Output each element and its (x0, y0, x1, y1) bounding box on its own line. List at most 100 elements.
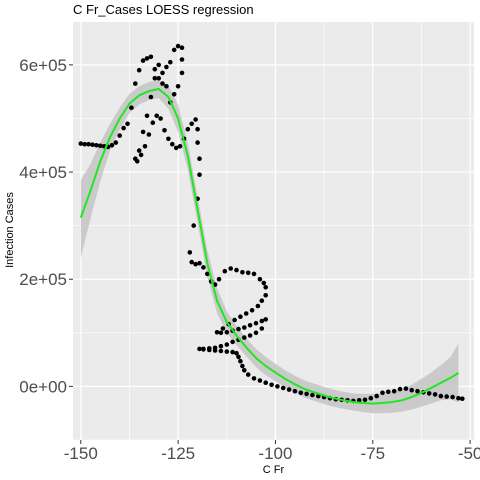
data-point (78, 141, 84, 146)
data-point (238, 314, 243, 320)
data-point (205, 271, 210, 277)
data-point (243, 311, 249, 316)
data-point (263, 293, 269, 298)
data-point (164, 64, 169, 70)
data-point (269, 382, 274, 388)
data-point (193, 261, 198, 267)
confidence-band (80, 79, 459, 414)
data-point (220, 326, 226, 331)
data-point (197, 260, 202, 266)
data-point (193, 117, 198, 122)
data-point (150, 120, 156, 125)
data-point (368, 395, 374, 401)
data-point (432, 392, 438, 397)
data-points (78, 43, 465, 404)
data-point (195, 126, 200, 132)
data-point (214, 330, 220, 335)
data-point (415, 388, 420, 394)
data-point (142, 144, 148, 149)
data-point (146, 132, 152, 137)
data-point (189, 121, 194, 127)
data-point (138, 152, 144, 158)
data-point (230, 349, 235, 355)
y-tick-label: 2e+05 (19, 270, 67, 289)
data-point (197, 346, 202, 352)
data-point (257, 276, 263, 282)
data-point (144, 56, 150, 61)
data-point (286, 387, 292, 392)
data-point (158, 116, 163, 121)
data-point (356, 398, 362, 403)
data-point (304, 391, 309, 397)
data-point (263, 380, 269, 386)
data-point (261, 280, 267, 286)
data-point (90, 142, 95, 147)
data-point (94, 143, 99, 148)
data-point (249, 308, 255, 313)
data-point (224, 342, 230, 347)
data-point (259, 326, 265, 331)
data-point (236, 326, 241, 332)
data-point (136, 148, 142, 153)
data-point (450, 394, 455, 400)
data-point (251, 271, 257, 277)
data-point (253, 330, 259, 336)
y-tick-label: 4e+05 (19, 163, 67, 182)
data-point (224, 349, 230, 354)
data-point (403, 386, 409, 391)
data-point (259, 298, 265, 304)
data-point (232, 317, 237, 323)
data-point (133, 81, 138, 86)
data-point (152, 76, 158, 81)
data-point (222, 268, 228, 274)
data-point (170, 141, 175, 147)
data-point (240, 363, 245, 369)
data-point (391, 388, 397, 394)
data-point (236, 354, 241, 360)
data-point (438, 393, 444, 399)
data-point (156, 62, 161, 68)
data-point (185, 126, 191, 132)
data-point (242, 325, 247, 330)
y-axis-title: Infection Cases (4, 192, 16, 268)
data-point (175, 43, 181, 49)
data-point (207, 347, 212, 353)
data-point (191, 223, 196, 228)
data-point (263, 285, 269, 290)
data-point (409, 387, 415, 393)
data-point (386, 389, 391, 395)
x-axis-title: C Fr (263, 464, 285, 476)
data-point (247, 323, 253, 328)
data-point (98, 143, 103, 149)
data-point (460, 396, 465, 402)
data-point (179, 70, 185, 76)
data-point (216, 276, 222, 282)
data-point (263, 317, 269, 322)
data-point (234, 267, 239, 273)
data-point (380, 390, 385, 396)
data-point (245, 270, 251, 276)
data-point (152, 66, 158, 72)
data-point (125, 121, 130, 127)
data-point (175, 84, 181, 89)
data-point (426, 391, 432, 396)
data-point (397, 386, 403, 392)
data-point (212, 348, 218, 353)
data-point (238, 358, 243, 364)
data-point (144, 113, 150, 119)
data-point (140, 129, 146, 135)
data-point (280, 385, 286, 391)
data-point (224, 330, 230, 335)
data-point (154, 113, 159, 119)
data-point (257, 378, 263, 383)
x-tick-label: -150 (64, 444, 98, 463)
data-point (86, 141, 91, 147)
data-point (156, 76, 161, 81)
data-point (134, 159, 140, 164)
data-point (218, 343, 224, 349)
y-tick-label: 0e+00 (19, 377, 67, 396)
data-point (160, 81, 165, 86)
x-tick-label: -125 (161, 444, 195, 463)
data-point (240, 270, 245, 275)
